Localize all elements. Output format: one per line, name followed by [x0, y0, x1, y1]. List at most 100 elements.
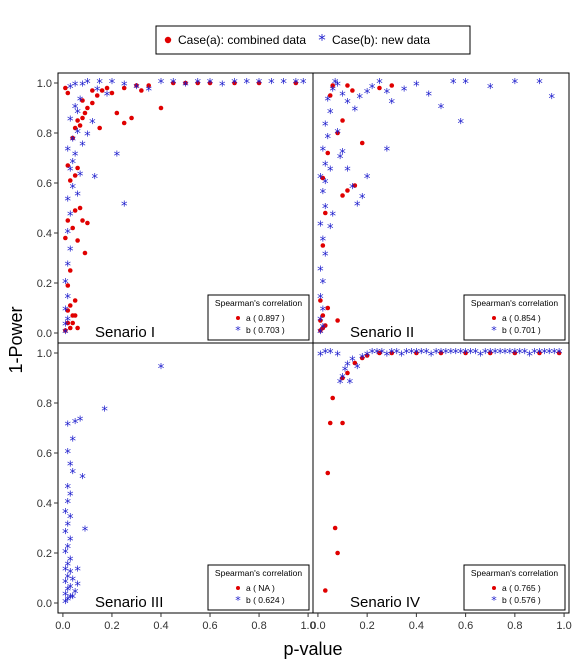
- data-point-b: *: [67, 165, 74, 180]
- data-point-b: *: [359, 192, 366, 207]
- data-point-b: *: [349, 182, 356, 197]
- data-point-a: [330, 83, 335, 88]
- data-point-b: *: [357, 92, 364, 107]
- data-point-a: [65, 90, 71, 96]
- data-point-b: *: [354, 200, 361, 215]
- data-point-b: *: [62, 577, 69, 592]
- data-point-b: *: [182, 80, 189, 95]
- data-point-b: *: [526, 350, 533, 365]
- data-point-a: [318, 298, 323, 303]
- data-point-b: *: [317, 350, 324, 365]
- data-point-b: *: [339, 147, 346, 162]
- data-point-a: [72, 313, 78, 318]
- correlation-a: a ( NA ): [246, 583, 275, 593]
- data-point-a: [72, 208, 78, 213]
- data-point-b: *: [67, 512, 74, 527]
- correlation-marker-a: [492, 586, 496, 590]
- data-point-b: *: [62, 565, 69, 580]
- data-point-b: *: [329, 210, 336, 225]
- data-point-a: [170, 80, 176, 86]
- y-tick-label: 0.4: [37, 228, 52, 240]
- data-point-a: [90, 88, 95, 93]
- y-tick-label: 0.0: [37, 328, 52, 340]
- data-point-a: [146, 83, 152, 88]
- data-point-a: [75, 238, 80, 243]
- data-point-a: [377, 350, 382, 356]
- data-point-b: *: [65, 482, 72, 497]
- data-point-b: *: [65, 447, 72, 462]
- data-point-a: [335, 130, 340, 136]
- panels: *************************** ** * * * * * * * * * * *…: [57, 72, 570, 614]
- data-point-b: *: [482, 347, 489, 362]
- panel-label: Senario II: [350, 324, 414, 341]
- correlation-title: Spearman's correlation: [471, 568, 558, 578]
- data-point-b: *: [322, 160, 329, 175]
- correlation-box-frame: [207, 564, 310, 611]
- data-point-b: *: [65, 292, 72, 307]
- legend: Case(a): combined data * Case(b): new da…: [155, 25, 471, 55]
- correlation-marker-b: *: [491, 324, 497, 337]
- panel-4: *** *************************************…: [312, 342, 570, 614]
- data-point-b: *: [512, 77, 519, 92]
- data-point-b: *: [317, 315, 324, 330]
- data-point-a: [207, 80, 213, 86]
- data-point-b: *: [67, 582, 74, 597]
- data-point-b: *: [121, 80, 128, 95]
- data-point-b: *: [65, 497, 72, 512]
- data-point-b: *: [77, 170, 84, 185]
- data-point-b: *: [334, 80, 341, 95]
- data-point-b: *: [114, 150, 121, 165]
- data-point-a: [70, 135, 76, 141]
- data-point-b: *: [408, 347, 415, 362]
- data-point-b: *: [96, 77, 103, 92]
- data-point-a: [97, 125, 102, 131]
- data-point-a: [352, 360, 358, 366]
- data-point-a: [65, 163, 71, 168]
- data-point-a: [340, 375, 345, 381]
- data-point-b: *: [393, 347, 400, 362]
- data-point-a: [67, 325, 73, 331]
- data-point-a: [63, 328, 68, 333]
- data-point-b: *: [551, 347, 558, 362]
- data-point-a: [325, 150, 331, 156]
- data-point-b: *: [67, 460, 74, 475]
- data-point-a: [335, 550, 340, 556]
- data-point-b: *: [457, 117, 464, 132]
- correlation-box: Spearman's correlation a ( 0.897 ) * b ( 0.…: [207, 294, 310, 341]
- data-point-b: *: [332, 77, 339, 92]
- data-point-b: *: [320, 322, 327, 337]
- data-point-b: *: [329, 85, 336, 100]
- data-point-b: *: [521, 347, 528, 362]
- data-point-b: *: [69, 157, 76, 172]
- data-point-b: *: [349, 355, 356, 370]
- data-point-b: *: [369, 347, 376, 362]
- data-point-b: *: [317, 265, 324, 280]
- data-point-b: *: [536, 347, 543, 362]
- axes: 0.00.20.40.60.81.00.00.20.40.60.81.00.0 0…: [37, 78, 572, 632]
- data-point-a: [293, 80, 299, 86]
- data-point-b: *: [104, 90, 111, 105]
- data-point-a: [90, 100, 95, 106]
- data-point-a: [345, 83, 350, 88]
- data-point-b: *: [467, 347, 474, 362]
- correlation-marker-a: [236, 586, 240, 590]
- data-point-b: *: [145, 85, 152, 100]
- data-point-b: *: [472, 347, 479, 362]
- data-point-b: *: [256, 77, 263, 92]
- data-point-b: *: [327, 107, 334, 122]
- x-tick-label: 0.6: [202, 620, 217, 632]
- correlation-box-frame: [463, 294, 566, 341]
- data-point-a: [63, 85, 68, 91]
- data-point-a: [389, 83, 395, 88]
- data-point-b: *: [67, 82, 74, 97]
- data-point-b: *: [62, 507, 69, 522]
- data-point-b: *: [317, 292, 324, 307]
- data-point-a: [340, 118, 345, 123]
- x-tick-label: 0.8: [507, 620, 522, 632]
- correlation-b: b ( 0.703 ): [246, 325, 285, 335]
- data-point-a: [327, 93, 333, 98]
- data-point-a: [340, 193, 345, 198]
- data-point-b: *: [389, 97, 396, 112]
- correlation-a: a ( 0.765 ): [502, 583, 541, 593]
- correlation-a: a ( 0.897 ): [246, 313, 285, 323]
